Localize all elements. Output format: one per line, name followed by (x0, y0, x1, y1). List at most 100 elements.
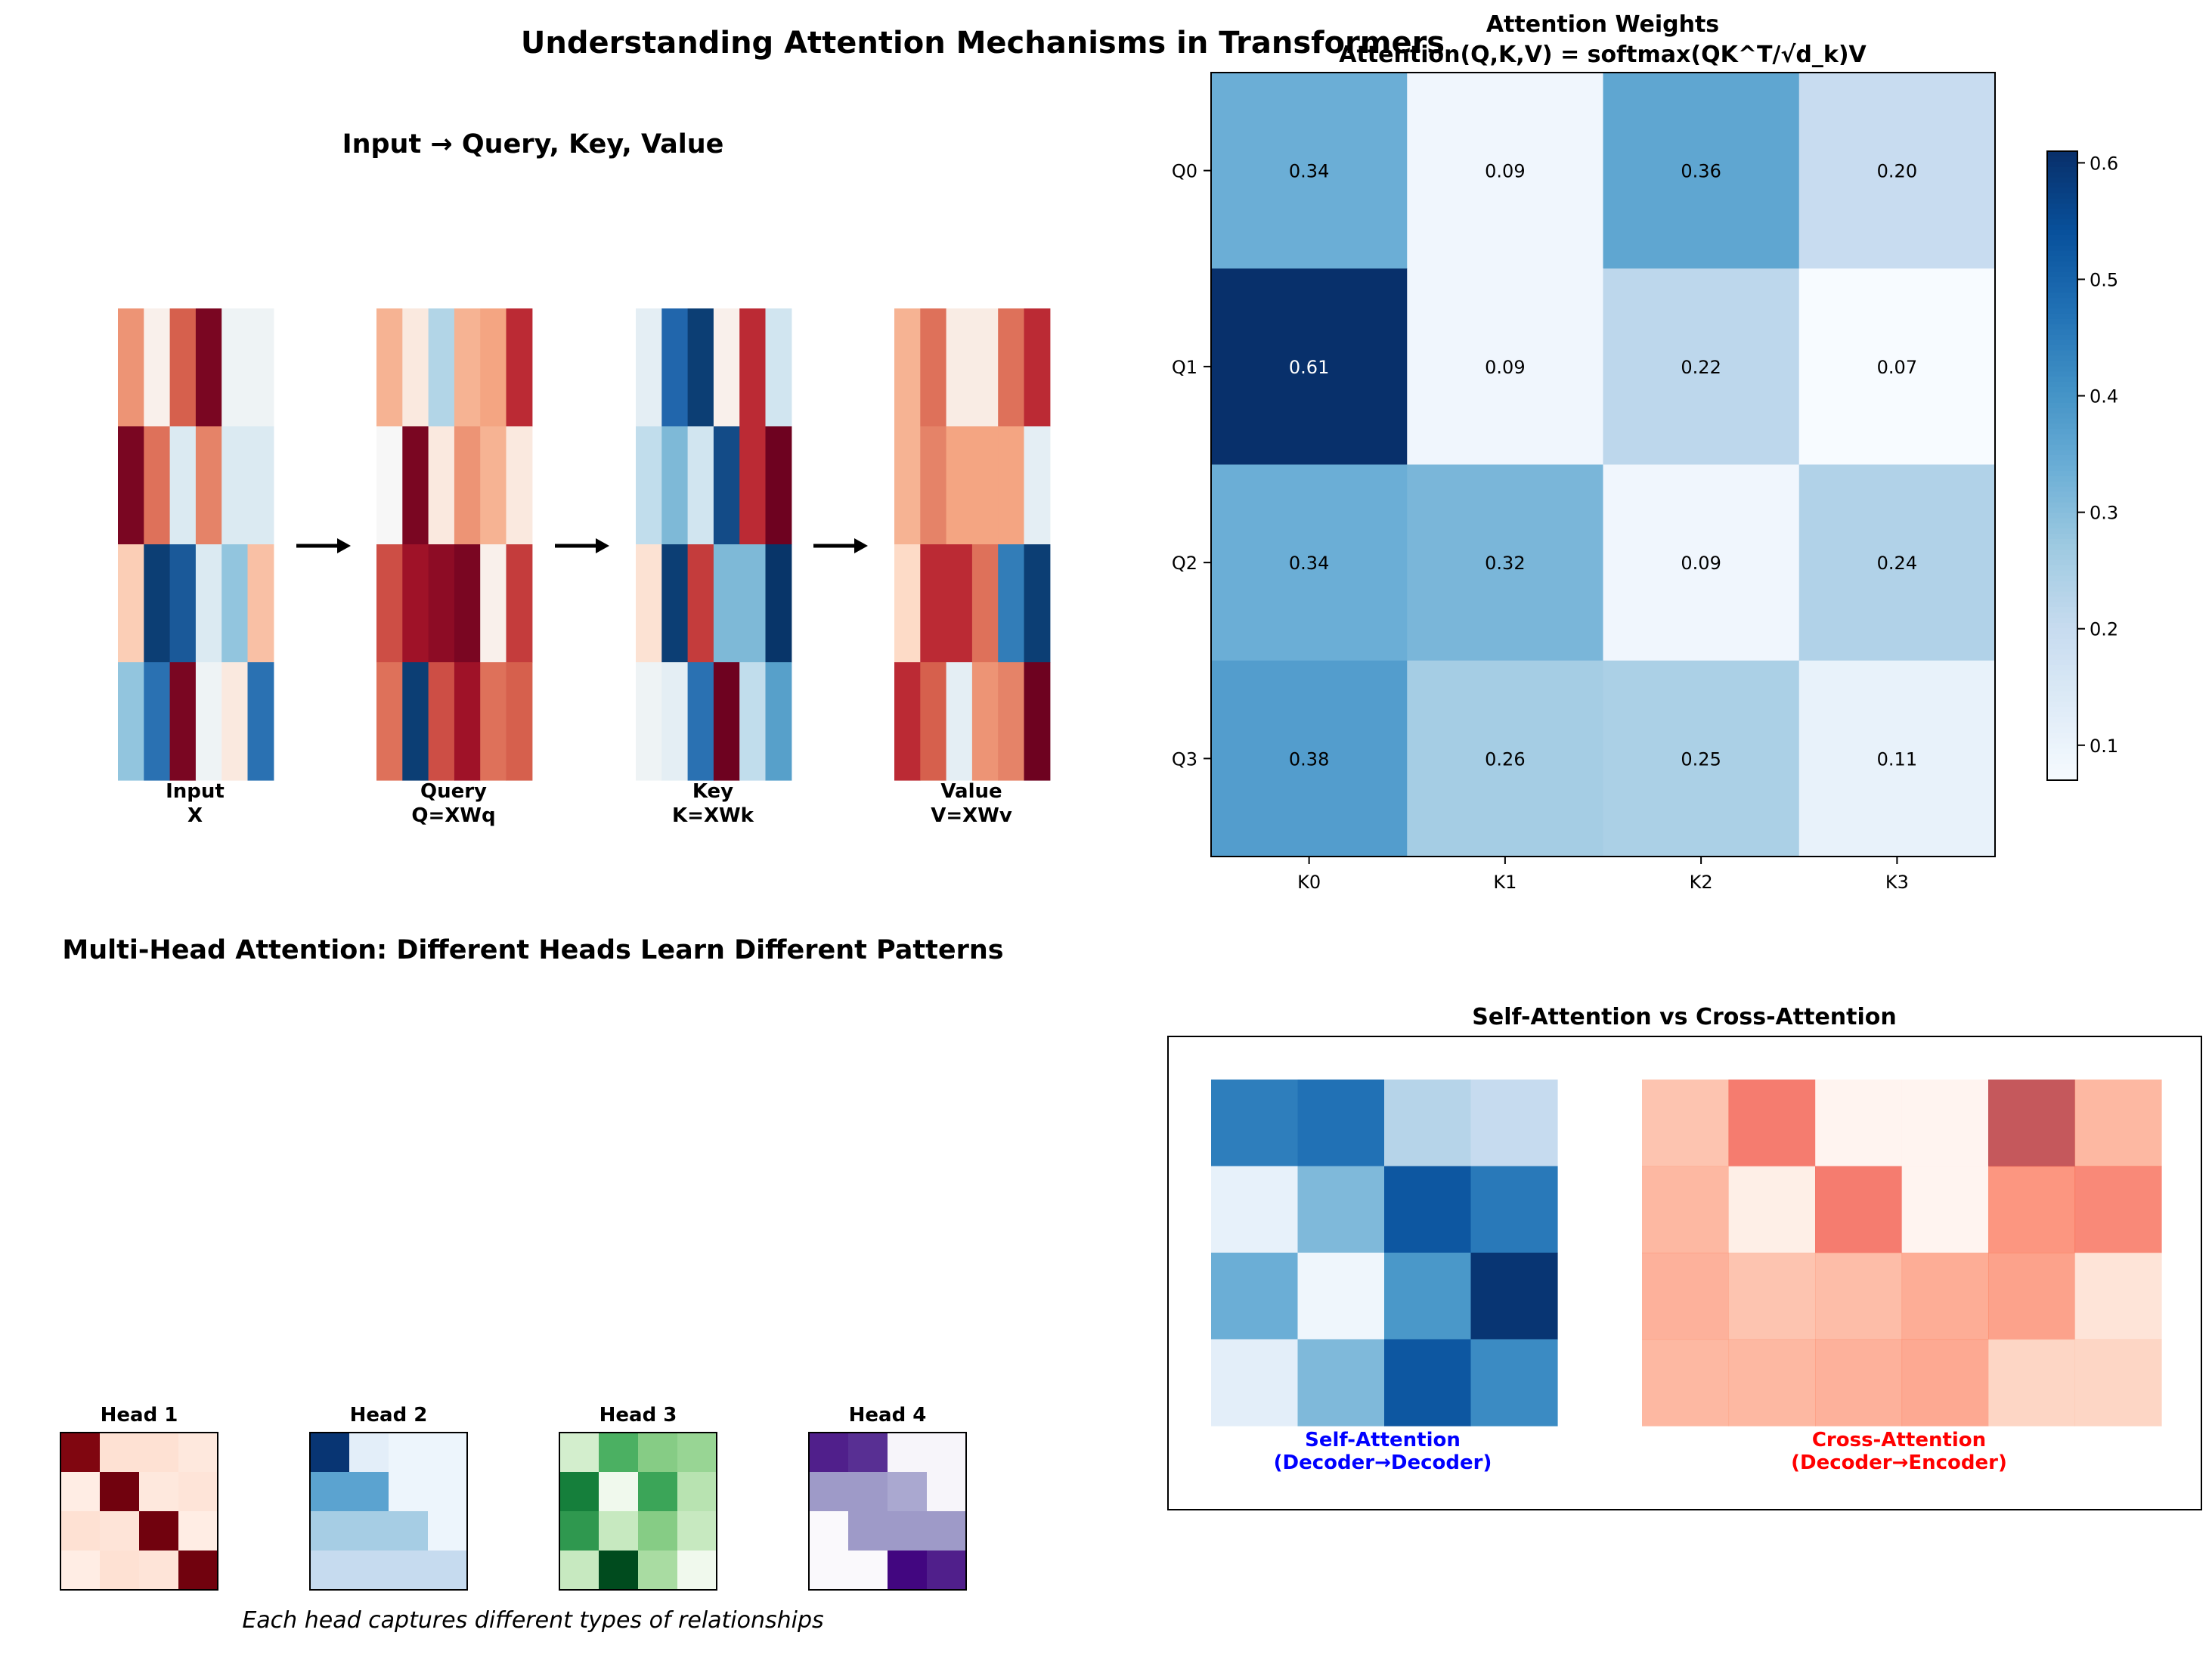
head-cell (310, 1511, 350, 1551)
matrix-cell (713, 662, 740, 781)
colorbar-band (2047, 581, 2077, 587)
head-cell (809, 1551, 849, 1591)
attention-cell (1211, 464, 1408, 661)
head-cell (139, 1551, 179, 1591)
colorbar-band (2047, 172, 2077, 178)
head-title: Head 2 (350, 1404, 428, 1427)
attention-value-label: 0.07 (1877, 357, 1917, 378)
cross-attention-cell (2074, 1166, 2162, 1253)
head-cell (139, 1472, 179, 1512)
colorbar-band (2047, 618, 2077, 624)
attention-value-label: 0.24 (1877, 553, 1917, 574)
matrix-cell (376, 662, 403, 781)
colorbar-band (2047, 591, 2077, 598)
matrix-cell (376, 426, 403, 545)
head-cell (389, 1551, 429, 1591)
y-tick-label: Q1 (1172, 357, 1197, 378)
head-cell (100, 1472, 140, 1512)
head-cell (559, 1433, 599, 1473)
multihead-panel: Multi-Head Attention: Different Heads Le… (60, 935, 1004, 1634)
attention-cell (1407, 268, 1604, 466)
colorbar-band (2047, 486, 2077, 493)
head-frame (559, 1432, 717, 1591)
head-cell (428, 1511, 468, 1551)
matrix-cell (454, 308, 481, 427)
matrix-cell (480, 544, 507, 663)
qkv-labels: Input X Query Q=XWq Key K=XWk Value V=XW… (166, 780, 1012, 827)
y-tick-label: Q2 (1172, 553, 1197, 574)
head-cell (848, 1551, 888, 1591)
matrix-cell (636, 308, 662, 427)
matrix-cell (247, 308, 274, 427)
x-tick-label: K1 (1493, 872, 1516, 893)
head-cell (677, 1551, 717, 1591)
colorbar-tick-label: 0.5 (2090, 269, 2118, 290)
head-cell (638, 1433, 678, 1473)
head-cell (677, 1472, 717, 1512)
colorbar-band (2047, 230, 2077, 236)
attention-value-label: 0.22 (1681, 357, 1721, 378)
matrix-cell (765, 662, 792, 781)
matrix-cell (247, 544, 274, 663)
input-label: Input (166, 780, 225, 803)
colorbar-band (2047, 481, 2077, 488)
colorbar-band (2047, 711, 2077, 718)
colorbar-band (2047, 502, 2077, 509)
colorbar-tick-label: 0.1 (2090, 736, 2118, 757)
colorbar-band (2047, 402, 2077, 409)
matrix-cell (920, 544, 947, 663)
colorbar-tick-label: 0.6 (2090, 153, 2118, 174)
attention-cell (1603, 268, 1800, 466)
cross-attention-cell (1728, 1339, 1816, 1427)
colorbar-band (2047, 182, 2077, 189)
colorbar-band (2047, 355, 2077, 362)
colorbar-band (2047, 277, 2077, 283)
attention-cell (1211, 660, 1408, 857)
attention-axes: Q0 Q1 Q2 Q3 K0 K1 K2 K3 (1172, 161, 1909, 893)
qkv-arrows (296, 538, 868, 553)
colorbar-band (2047, 497, 2077, 503)
matrix-cell (169, 544, 197, 663)
colorbar-band (2047, 549, 2077, 556)
colorbar-band (2047, 686, 2077, 692)
matrix-cell (222, 308, 249, 427)
colorbar-band (2047, 633, 2077, 640)
matrix-cell (222, 662, 249, 781)
head-cell (310, 1472, 350, 1512)
matrix-cell (713, 544, 740, 663)
arrow-icon (296, 538, 351, 553)
colorbar-band (2047, 570, 2077, 577)
key-sublabel: K=XWk (672, 804, 754, 827)
colorbar-band (2047, 743, 2077, 750)
head-cell (100, 1511, 140, 1551)
colorbar-band (2047, 627, 2077, 634)
attention-value-label: 0.09 (1485, 357, 1525, 378)
cross-attention-cell (2074, 1253, 2162, 1340)
head-cell (888, 1511, 928, 1551)
head-cell (389, 1511, 429, 1551)
head-cell (927, 1511, 967, 1551)
colorbar-band (2047, 177, 2077, 184)
matrix-cell (946, 308, 973, 427)
matrix-cell (920, 308, 947, 427)
colorbar-band (2047, 575, 2077, 582)
head-cell (809, 1511, 849, 1551)
head-cell (677, 1433, 717, 1473)
matrix-cell (222, 544, 249, 663)
attention-plot-frame (1210, 72, 1996, 857)
head-cell (599, 1551, 639, 1591)
cross-attention-cell (1901, 1166, 1989, 1253)
attention-value-label: 0.26 (1485, 748, 1525, 770)
attention-value-label: 0.34 (1289, 553, 1329, 574)
colorbar-band (2047, 271, 2077, 278)
matrix-cell (894, 544, 921, 663)
attention-value-label: 0.32 (1485, 553, 1525, 574)
attention-value-label: 0.09 (1681, 553, 1721, 574)
colorbar-band (2047, 166, 2077, 173)
y-tick-label: Q3 (1172, 748, 1197, 770)
matrix-cell (1024, 544, 1051, 663)
matrix-cell (739, 308, 767, 427)
matrix-cell (661, 426, 689, 545)
matrix-cell (765, 308, 792, 427)
cross-attention-cell (1815, 1080, 1903, 1167)
